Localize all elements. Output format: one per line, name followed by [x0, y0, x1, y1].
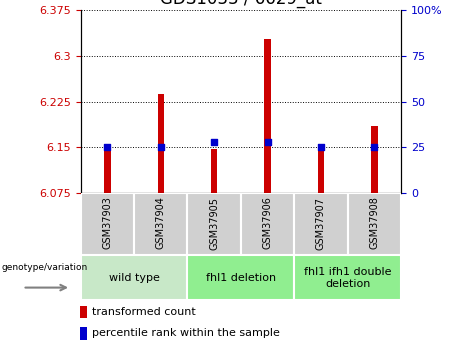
Bar	[211, 149, 218, 193]
Text: fhl1 deletion: fhl1 deletion	[206, 273, 276, 283]
Bar	[104, 145, 111, 193]
Bar	[81, 193, 134, 255]
Text: GSM37907: GSM37907	[316, 197, 326, 249]
Bar	[264, 39, 271, 193]
Point	[317, 145, 325, 150]
Bar	[80, 306, 87, 318]
Text: percentile rank within the sample: percentile rank within the sample	[93, 328, 280, 338]
Text: genotype/variation: genotype/variation	[1, 263, 88, 272]
Text: GSM37908: GSM37908	[369, 197, 379, 249]
Bar	[371, 126, 378, 193]
Point	[371, 145, 378, 150]
Bar	[294, 193, 348, 255]
Point	[157, 145, 165, 150]
Point	[264, 139, 271, 145]
Text: transformed count: transformed count	[93, 307, 196, 317]
Bar	[188, 193, 241, 255]
Text: GSM37905: GSM37905	[209, 197, 219, 249]
Point	[104, 145, 111, 150]
Bar	[188, 255, 294, 300]
Bar	[158, 95, 164, 193]
Text: GSM37903: GSM37903	[102, 197, 112, 249]
Text: wild type: wild type	[109, 273, 160, 283]
Bar	[294, 255, 401, 300]
Bar	[241, 193, 294, 255]
Text: GSM37906: GSM37906	[263, 197, 272, 249]
Bar	[81, 255, 188, 300]
Bar	[318, 146, 324, 193]
Text: GSM37904: GSM37904	[156, 197, 166, 249]
Bar	[80, 327, 87, 339]
Point	[211, 139, 218, 145]
Title: GDS1033 / 6629_at: GDS1033 / 6629_at	[160, 0, 322, 8]
Bar	[348, 193, 401, 255]
Text: fhl1 ifh1 double
deletion: fhl1 ifh1 double deletion	[304, 267, 391, 288]
Bar	[134, 193, 188, 255]
